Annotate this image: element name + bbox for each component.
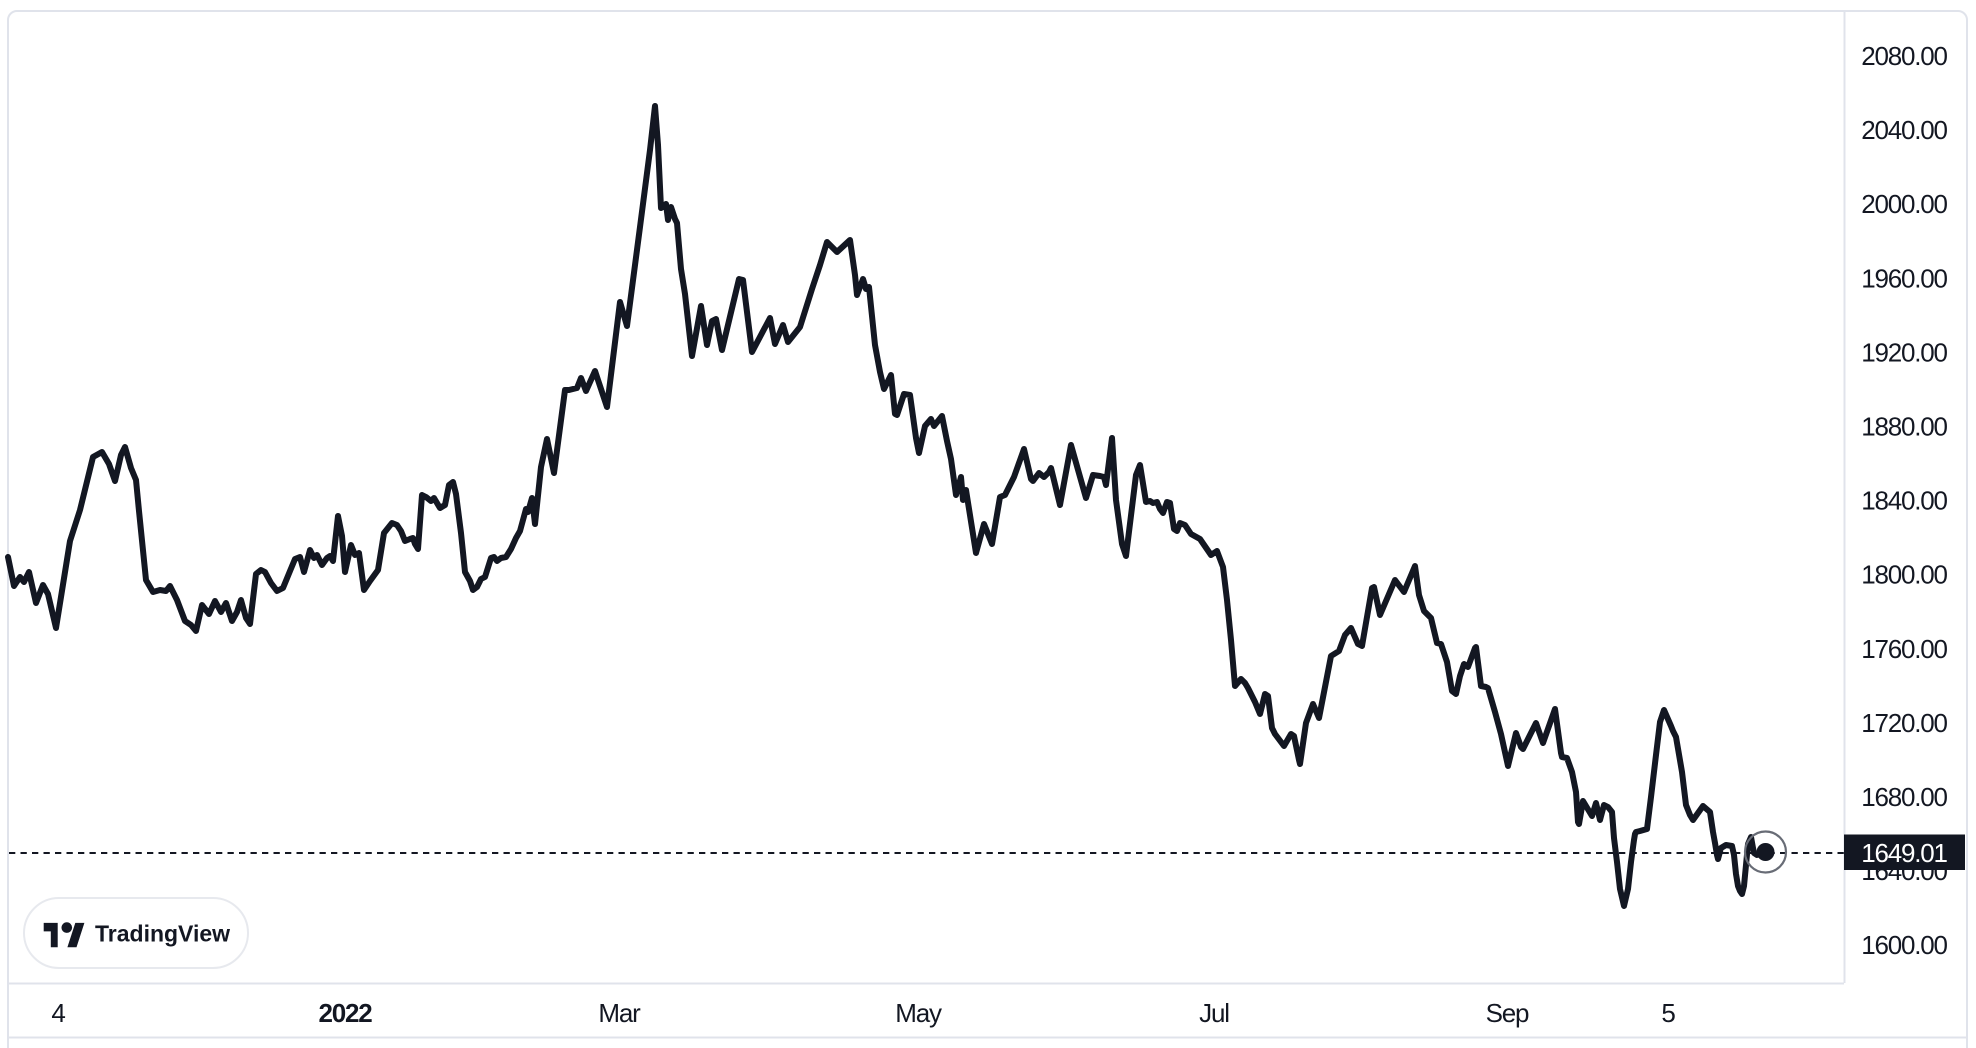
svg-text:Mar: Mar [598,998,641,1028]
svg-text:1800.00: 1800.00 [1861,560,1947,590]
svg-text:4: 4 [51,998,65,1028]
svg-text:1680.00: 1680.00 [1861,782,1947,812]
svg-text:2022: 2022 [318,998,372,1028]
svg-text:1649.01: 1649.01 [1861,838,1947,868]
svg-text:May: May [895,998,942,1028]
svg-text:2040.00: 2040.00 [1861,115,1947,145]
svg-text:2000.00: 2000.00 [1861,189,1947,219]
svg-text:1880.00: 1880.00 [1861,412,1947,442]
svg-text:1920.00: 1920.00 [1861,337,1947,367]
svg-text:1840.00: 1840.00 [1861,486,1947,516]
svg-text:1960.00: 1960.00 [1861,263,1947,293]
svg-text:2080.00: 2080.00 [1861,41,1947,71]
svg-text:Sep: Sep [1486,998,1529,1028]
svg-text:5: 5 [1661,998,1675,1028]
svg-text:1720.00: 1720.00 [1861,708,1947,738]
svg-text:1600.00: 1600.00 [1861,930,1947,960]
svg-text:TradingView: TradingView [95,921,230,947]
svg-text:Jul: Jul [1199,998,1229,1028]
svg-text:1760.00: 1760.00 [1861,634,1947,664]
